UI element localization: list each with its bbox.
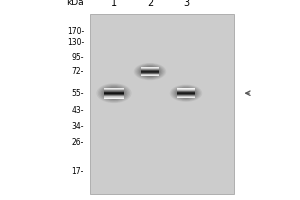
Bar	[104, 94, 124, 95]
Bar	[104, 98, 124, 99]
Ellipse shape	[98, 84, 130, 102]
Ellipse shape	[136, 64, 164, 79]
Ellipse shape	[183, 92, 189, 95]
Ellipse shape	[103, 87, 124, 99]
Text: 130-: 130-	[67, 38, 84, 47]
Ellipse shape	[178, 89, 194, 98]
Ellipse shape	[175, 87, 197, 99]
Ellipse shape	[112, 92, 116, 94]
Bar	[141, 73, 159, 74]
Ellipse shape	[105, 88, 123, 98]
Text: 17-: 17-	[72, 167, 84, 176]
Bar	[104, 97, 124, 98]
Ellipse shape	[184, 92, 188, 94]
Bar	[177, 96, 195, 97]
Text: 26-: 26-	[72, 138, 84, 147]
Ellipse shape	[182, 91, 190, 96]
Text: 2: 2	[147, 0, 153, 8]
Ellipse shape	[140, 66, 160, 77]
Text: 55-: 55-	[71, 89, 84, 98]
Ellipse shape	[135, 64, 165, 80]
Ellipse shape	[179, 89, 193, 97]
Text: 43-: 43-	[71, 106, 84, 115]
Ellipse shape	[144, 69, 156, 75]
Bar	[141, 70, 159, 71]
Ellipse shape	[146, 69, 154, 74]
Bar	[177, 89, 195, 90]
Ellipse shape	[142, 67, 158, 76]
Ellipse shape	[148, 71, 152, 73]
Bar	[177, 90, 195, 91]
Bar	[177, 88, 195, 89]
Ellipse shape	[138, 65, 162, 78]
Bar	[104, 90, 124, 91]
Ellipse shape	[97, 83, 132, 103]
Ellipse shape	[111, 91, 117, 95]
Bar	[141, 67, 159, 68]
Bar	[141, 74, 159, 75]
Ellipse shape	[171, 85, 201, 101]
Text: kDa: kDa	[66, 0, 84, 7]
Bar	[177, 97, 195, 98]
Bar	[141, 71, 159, 72]
Text: 1: 1	[111, 0, 117, 8]
Ellipse shape	[139, 66, 161, 77]
Ellipse shape	[99, 85, 129, 101]
Bar	[104, 93, 124, 94]
Bar	[177, 93, 195, 94]
Bar	[104, 89, 124, 90]
Bar	[177, 92, 195, 93]
Bar	[104, 88, 124, 89]
Ellipse shape	[106, 89, 122, 97]
Bar	[104, 95, 124, 96]
Text: 3: 3	[183, 0, 189, 8]
Ellipse shape	[147, 70, 153, 73]
Bar	[104, 92, 124, 93]
Bar	[90, 14, 234, 194]
Bar	[177, 95, 195, 96]
Bar	[104, 96, 124, 97]
Ellipse shape	[108, 90, 120, 97]
Ellipse shape	[134, 63, 166, 80]
Bar	[141, 75, 159, 76]
Ellipse shape	[143, 68, 157, 75]
Text: 95-: 95-	[71, 53, 84, 62]
Ellipse shape	[176, 88, 196, 98]
Ellipse shape	[102, 86, 126, 100]
Bar	[104, 91, 124, 92]
Bar	[177, 91, 195, 92]
Ellipse shape	[101, 86, 127, 101]
Ellipse shape	[170, 85, 202, 102]
Ellipse shape	[174, 87, 198, 100]
Bar	[177, 94, 195, 95]
Bar	[141, 72, 159, 73]
Text: 170-: 170-	[67, 27, 84, 36]
Text: 34-: 34-	[71, 122, 84, 131]
Ellipse shape	[172, 86, 200, 100]
Text: 72-: 72-	[72, 67, 84, 76]
Ellipse shape	[180, 90, 192, 96]
Bar	[141, 69, 159, 70]
Ellipse shape	[109, 90, 119, 96]
Bar	[141, 68, 159, 69]
